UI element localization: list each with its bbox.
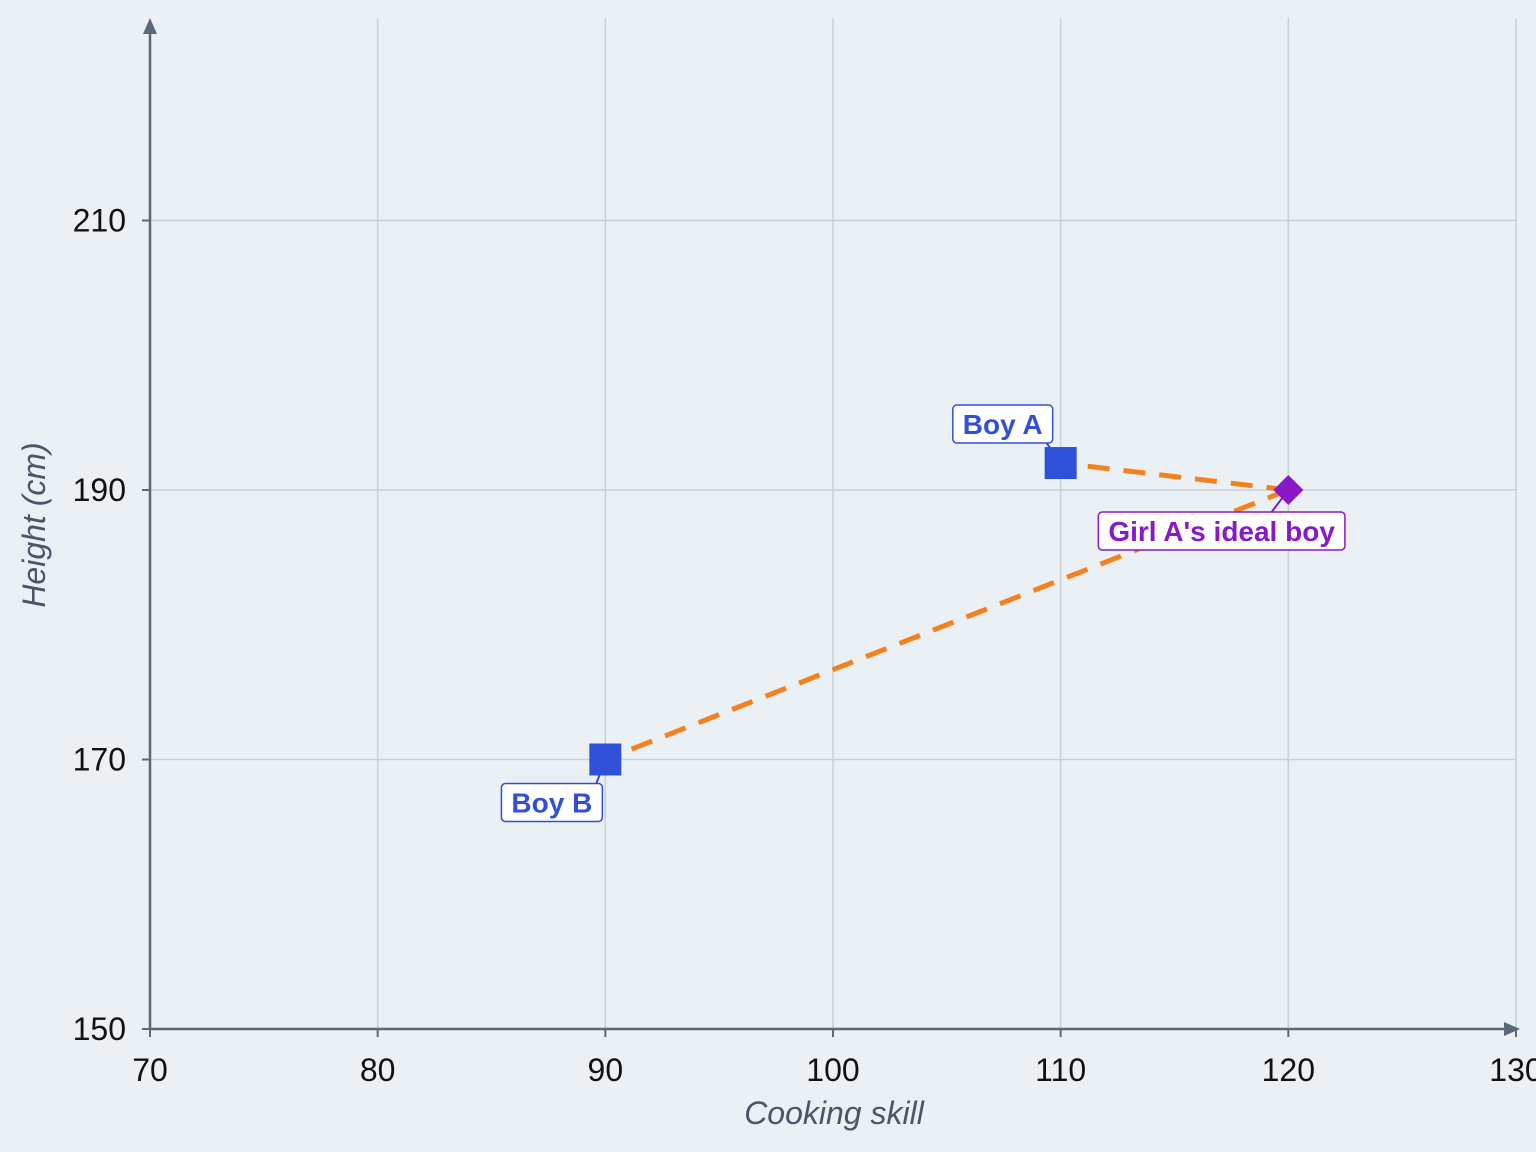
x-axis-ticks: 70 80 90 100 110 120 130 bbox=[132, 1029, 1536, 1088]
x-tick-label: 90 bbox=[588, 1052, 624, 1088]
y-tick-label: 150 bbox=[73, 1011, 126, 1047]
y-tick-label: 170 bbox=[73, 742, 126, 778]
x-axis-title: Cooking skill bbox=[744, 1095, 925, 1131]
x-tick-label: 110 bbox=[1035, 1052, 1086, 1088]
point-label: Boy A bbox=[952, 404, 1062, 464]
x-tick-label: 80 bbox=[360, 1052, 396, 1088]
y-tick-label: 210 bbox=[73, 203, 126, 239]
distance-line bbox=[1060, 460, 1289, 493]
label-leader-line bbox=[595, 759, 607, 784]
label-leader-line bbox=[1270, 489, 1290, 513]
y-tick-label: 190 bbox=[73, 472, 126, 508]
label-leader-line bbox=[1045, 442, 1062, 464]
y-axis-ticks: 150 170 190 210 bbox=[73, 203, 150, 1047]
y-axis-title: Height (cm) bbox=[16, 442, 52, 607]
x-axis-arrow bbox=[1504, 1022, 1520, 1036]
point-label: Girl A's ideal boy bbox=[1097, 489, 1346, 551]
y-axis-arrow bbox=[143, 18, 157, 34]
point-label-text: Boy A bbox=[963, 409, 1043, 440]
x-tick-label: 120 bbox=[1262, 1052, 1315, 1088]
x-tick-label: 130 bbox=[1489, 1052, 1536, 1088]
point-label-box bbox=[952, 404, 1054, 444]
x-tick-label: 70 bbox=[132, 1052, 168, 1088]
distance-lines bbox=[604, 460, 1290, 762]
data-points bbox=[589, 447, 1304, 776]
x-tick-label: 100 bbox=[806, 1052, 859, 1088]
point-label-text: Boy B bbox=[511, 788, 592, 819]
point-label-box bbox=[1097, 511, 1346, 551]
point-label-box bbox=[500, 782, 604, 823]
point-label-text: Girl A's ideal boy bbox=[1108, 516, 1335, 547]
point-labels: Boy A Boy B Girl A's ideal boy bbox=[500, 404, 1346, 823]
point-label: Boy B bbox=[500, 759, 607, 823]
